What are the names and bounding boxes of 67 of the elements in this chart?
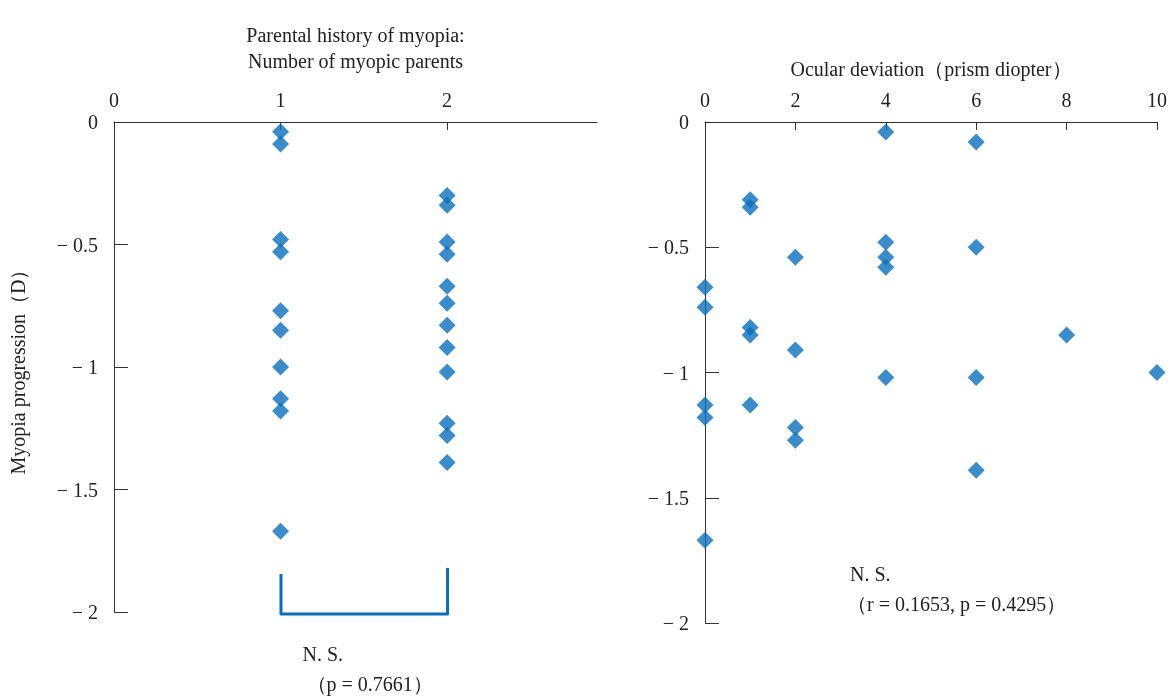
y-tick-label: − 2: [662, 612, 689, 634]
point: [272, 321, 290, 339]
point: [786, 419, 804, 437]
point: [967, 369, 985, 387]
x-axis-title: Parental history of myopia: Number of myopic parents: [246, 24, 465, 73]
point: [696, 298, 714, 316]
y-tick-label: − 2: [71, 601, 98, 623]
annotation: （r = 0.1653, p = 0.4295）: [847, 593, 1067, 616]
point: [741, 396, 759, 414]
point: [272, 135, 290, 153]
x-tick-label: 0: [109, 89, 119, 111]
x-tick-label: 2: [790, 89, 801, 111]
y-tick-label: 0: [88, 111, 98, 133]
x-tick-label: 0: [700, 89, 710, 111]
point: [967, 238, 985, 256]
x-axis-title: Ocular deviation（prism diopter）: [790, 58, 1072, 81]
point: [741, 198, 759, 216]
x-tick-label: 6: [971, 89, 982, 111]
text: （p = 0.7661）: [306, 673, 433, 696]
point: [1148, 364, 1166, 381]
x-tick-label: 4: [880, 89, 891, 111]
x-tick-label: 1: [275, 89, 286, 111]
point: [786, 431, 804, 449]
point: [272, 358, 290, 376]
point: [877, 123, 895, 141]
y-tick-label: − 1.5: [56, 478, 98, 501]
point: [438, 316, 456, 334]
annotation: N. S.: [850, 563, 891, 585]
y-axis-title: Myopia progression（D）: [7, 259, 30, 475]
point: [877, 369, 895, 387]
point: [696, 278, 714, 296]
x-tick-label: 10: [1147, 89, 1167, 111]
point: [438, 277, 456, 295]
point: [877, 258, 895, 276]
point: [786, 248, 804, 266]
point: [438, 427, 456, 445]
point: [272, 390, 290, 408]
y-tick-label: − 1: [662, 361, 689, 384]
point: [741, 326, 759, 344]
point: [438, 196, 456, 214]
point: [696, 409, 714, 427]
point: [786, 341, 804, 359]
point: [272, 302, 290, 320]
y-tick-label: 0: [679, 111, 689, 133]
x-tick-label: 8: [1061, 89, 1072, 111]
point: [877, 233, 895, 251]
point: [438, 294, 456, 312]
x-tick-label: 2: [442, 89, 453, 111]
point: [438, 338, 456, 356]
y-tick-label: − 1: [71, 356, 98, 378]
point: [438, 245, 456, 263]
point: [696, 531, 714, 549]
text: N. S.: [302, 643, 344, 665]
point: [438, 363, 456, 381]
point: [272, 522, 290, 540]
point: [272, 123, 290, 141]
y-tick-label: − 0.5: [647, 236, 689, 259]
point: [1058, 326, 1076, 344]
y-tick-label: − 0.5: [56, 233, 98, 256]
point: [438, 414, 456, 432]
y-tick-label: − 1.5: [647, 486, 689, 509]
point: [696, 396, 714, 414]
point: [272, 243, 290, 261]
point: [967, 461, 985, 479]
point: [272, 402, 290, 420]
point: [438, 454, 456, 472]
point: [967, 133, 985, 151]
